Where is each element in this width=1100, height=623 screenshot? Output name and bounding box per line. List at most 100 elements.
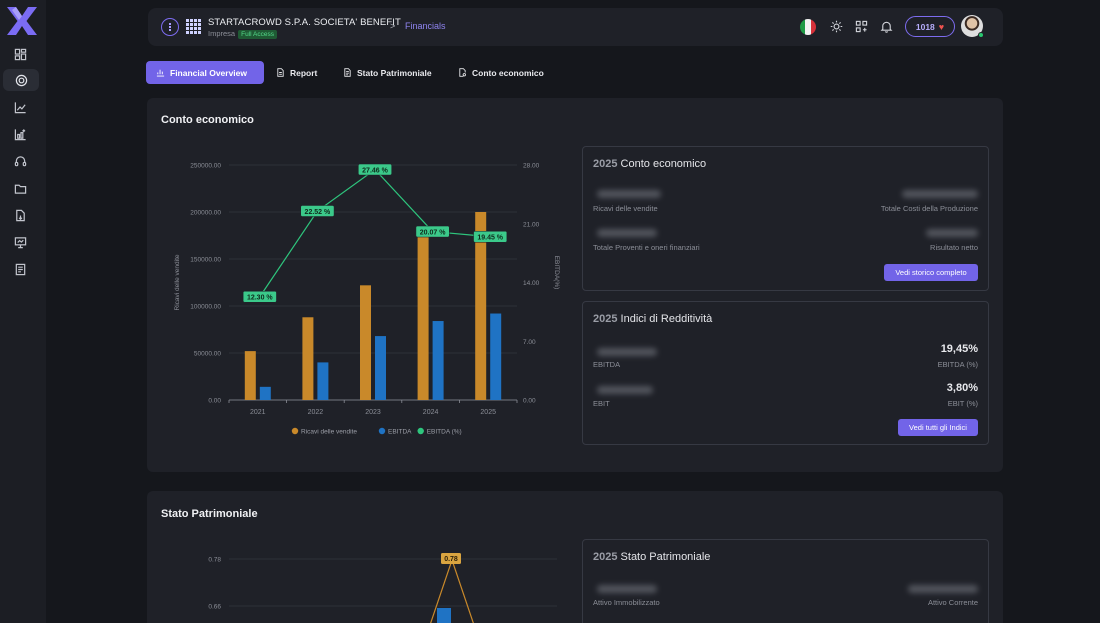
y-tick-label: 250000.00	[190, 163, 221, 170]
bar-ricavi-delle-vendite	[302, 317, 314, 400]
y-tick-label: 150000.00	[190, 257, 221, 264]
tab-conto-economico[interactable]: Conto economico	[448, 61, 554, 84]
sidebar-item-documents[interactable]	[9, 258, 31, 280]
bar-ricavi-delle-vendite	[417, 234, 429, 400]
y-tick-label: 0.00	[208, 398, 221, 405]
legend-label: EBITDA	[388, 429, 412, 436]
data-label-bg	[300, 205, 335, 217]
data-label: 27.46 %	[362, 167, 388, 174]
blurred-value	[902, 190, 978, 198]
tab-report[interactable]: Report	[266, 61, 327, 84]
y-tick-label: 50000.00	[194, 351, 221, 358]
x-tick-label: 2025	[480, 409, 496, 416]
theme-toggle-button[interactable]	[828, 18, 844, 34]
dashboard-icon	[14, 48, 26, 60]
vedi-indici-button[interactable]: Vedi tutti gli Indici	[898, 419, 978, 436]
x-logo-icon[interactable]	[5, 4, 39, 38]
avatar[interactable]	[961, 15, 984, 38]
sidebar-item-dashboard[interactable]	[9, 43, 31, 65]
italy-flag-icon[interactable]	[800, 19, 816, 35]
company-type: Impresa Full Access	[208, 29, 277, 39]
apps-button[interactable]	[853, 18, 869, 34]
chart-plus-icon	[14, 128, 26, 140]
company-logo	[186, 19, 201, 34]
access-badge: Full Access	[238, 30, 277, 39]
x-tick-label: 2021	[250, 409, 266, 416]
tab-financial-overview[interactable]: Financial Overview	[146, 61, 264, 84]
y2-tick-label: 14.00	[523, 280, 540, 287]
y2-tick-label: 7.00	[523, 339, 536, 346]
metric-label: EBIT (%)	[947, 399, 978, 408]
panel-title: 2025 Conto economico	[593, 158, 707, 170]
ebitda-pct-line	[259, 168, 491, 298]
breadcrumb-current[interactable]: Financials	[405, 21, 446, 31]
online-status-dot	[978, 32, 984, 38]
stato-patrimoniale-card: Stato Patrimoniale 0.78 0.66 0.78 2025 Sta…	[147, 491, 1003, 623]
blurred-value	[908, 585, 978, 593]
sidebar-item-export[interactable]	[9, 204, 31, 226]
bar-ricavi-delle-vendite	[244, 351, 256, 400]
sidebar	[0, 0, 46, 623]
metric-label: Attivo Corrente	[927, 598, 978, 607]
blurred-value	[597, 229, 657, 237]
tab-stato-patrimoniale[interactable]: Stato Patrimoniale	[333, 61, 442, 84]
data-label-bg	[473, 231, 508, 243]
conto-economico-card: Conto economico 0.00 50000.00 100000.00 150…	[147, 98, 1003, 472]
data-label: 0.78	[444, 556, 458, 563]
bar-ricavi-delle-vendite	[360, 285, 371, 400]
top-header: STARTACROWD S.P.A. SOCIETA' BENEFIT Impr…	[148, 8, 1003, 46]
sidebar-item-support[interactable]	[9, 150, 31, 172]
series-line	[430, 558, 474, 623]
bell-icon	[880, 21, 892, 33]
vedi-storico-button[interactable]: Vedi storico completo	[884, 264, 978, 281]
x-tick-label: 2022	[308, 409, 324, 416]
legend-label: Ricavi delle vendite	[301, 429, 357, 436]
document-icon	[15, 263, 25, 275]
file-text-icon	[344, 68, 351, 77]
file-icon	[277, 68, 284, 77]
line-chart-icon	[14, 101, 26, 113]
data-label: 12.30 %	[247, 295, 273, 302]
legend-label: EBITDA (%)	[427, 429, 462, 436]
sidebar-item-add-chart[interactable]	[9, 123, 31, 145]
legend-marker	[378, 427, 386, 435]
y-tick-label: 0.78	[208, 557, 221, 564]
company-name[interactable]: STARTACROWD S.P.A. SOCIETA' BENEFIT	[208, 17, 401, 28]
breadcrumb-separator: >	[390, 21, 396, 31]
blurred-value	[597, 190, 661, 198]
panel-title: 2025 Indici di Redditività	[593, 313, 713, 325]
data-label: 22.52 %	[305, 209, 331, 216]
bar	[437, 608, 451, 623]
file-export-icon	[15, 209, 25, 221]
y2-tick-label: 28.00	[523, 163, 540, 170]
metric-label: Attivo Immobilizzato	[593, 598, 660, 607]
credits-badge[interactable]: 1018 ♥	[905, 16, 955, 37]
blurred-value	[597, 386, 653, 394]
heart-icon: ♥	[938, 21, 945, 32]
sidebar-item-coins[interactable]	[3, 69, 39, 91]
notifications-button[interactable]	[878, 18, 894, 34]
y-tick-label: 0.66	[208, 604, 221, 611]
indici-panel: 2025 Indici di Redditività EBITDA 19,45%…	[582, 301, 989, 445]
stato-patrimoniale-chart: 0.78 0.66 0.78	[208, 553, 557, 623]
section-title: Stato Patrimoniale	[161, 508, 258, 520]
y2-tick-label: 21.00	[523, 221, 540, 228]
data-label-bg	[242, 291, 277, 303]
y-tick-label: 100000.00	[190, 304, 221, 311]
metric-label: Risultato netto	[930, 243, 978, 252]
metric-label: Totale Costi della Produzione	[880, 204, 978, 213]
sidebar-item-analytics[interactable]	[9, 96, 31, 118]
metric-label: Ricavi delle vendite	[593, 204, 658, 213]
metric-label: EBIT	[593, 399, 610, 408]
blurred-value	[597, 585, 657, 593]
data-label-bg	[415, 225, 450, 238]
sidebar-item-folder[interactable]	[9, 177, 31, 199]
menu-dots-button[interactable]	[161, 18, 179, 36]
conto-summary-panel: 2025 Conto economico Ricavi delle vendit…	[582, 146, 989, 291]
presentation-icon	[14, 236, 26, 248]
bar-ebitda	[432, 321, 444, 400]
coins-icon	[15, 74, 27, 86]
metric-label: EBITDA	[593, 360, 621, 369]
legend-marker	[417, 427, 424, 435]
sidebar-item-presentation[interactable]	[9, 231, 31, 253]
